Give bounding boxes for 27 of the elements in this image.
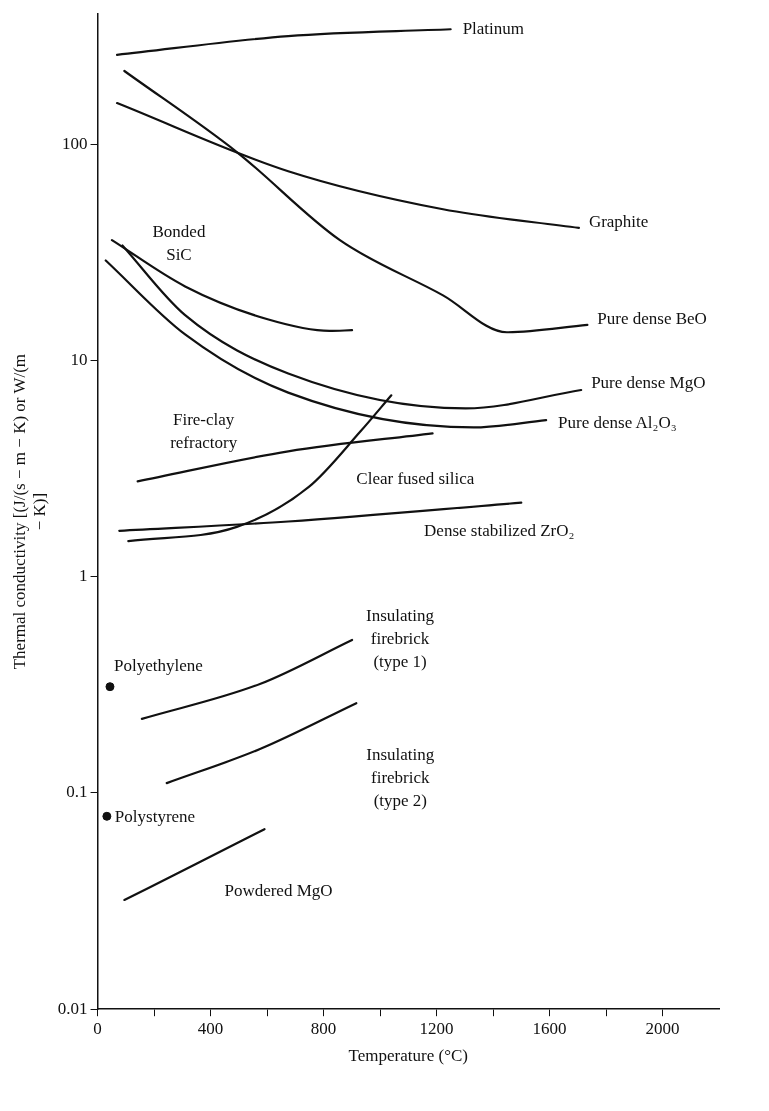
series-label: Polystyrene (114, 806, 196, 826)
series-label: Powdered MgO (224, 880, 333, 900)
series-label: Fire-clay refractory (170, 410, 238, 453)
x-tick-label: 2000 (645, 1018, 680, 1038)
y-tick-label: 0.1 (66, 782, 88, 802)
series-label: Pure dense Al₂O₃ (558, 412, 677, 432)
series-label: Clear fused silica (356, 468, 475, 488)
series-label: Pure dense MgO (591, 373, 706, 393)
series-label: Pure dense BeO (597, 309, 707, 329)
text: Insulating firebrick (type 2) (366, 744, 435, 810)
y-tick-label: 0.01 (57, 998, 88, 1018)
x-tick-label: 800 (310, 1018, 337, 1038)
y-tick-label: 10 (70, 349, 88, 369)
x-tick-label: 1200 (419, 1018, 454, 1038)
x-tick-label: 1600 (532, 1018, 567, 1038)
x-axis-title: Temperature (°C) (348, 1046, 468, 1066)
y-tick-label: 1 (79, 566, 88, 586)
series-label: Graphite (588, 212, 649, 232)
series-label: Platinum (462, 18, 525, 38)
series-label: Bonded SiC (152, 222, 206, 265)
series-label: Dense stabilized ZrO₂ (424, 521, 575, 541)
series-label: Polyethylene (113, 656, 203, 676)
y-axis-title: Thermal conductivity [(J/(s − m − K) or W/(m − K)] (9, 353, 50, 670)
x-tick-label: 0 (93, 1018, 102, 1038)
series-label: Insulating firebrick (type 1) (366, 606, 435, 672)
x-tick-label: 400 (197, 1018, 224, 1038)
y-tick-label: 100 (62, 133, 88, 153)
